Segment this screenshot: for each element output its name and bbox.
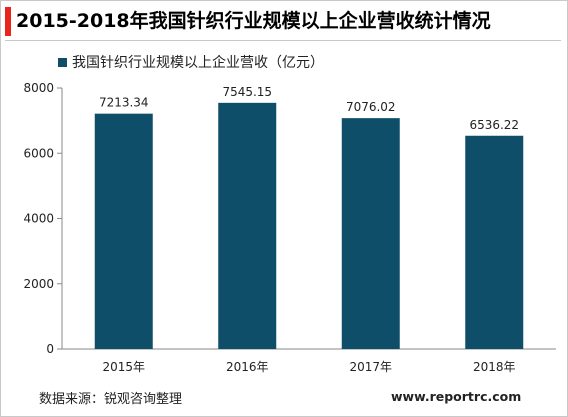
bar-value-label: 7076.02 [346,100,396,114]
data-source-note: 数据来源：锐观咨询整理 [39,392,183,407]
bar [341,118,400,350]
title-divider [5,40,561,41]
y-tick-label: 4000 [23,212,54,226]
chart-title: 2015-2018年我国针织行业规模以上企业营收统计情况 [16,10,491,32]
bar [465,135,524,349]
x-tick-label: 2016年 [226,360,269,374]
title-accent-bar [5,7,11,36]
y-tick-label: 6000 [23,146,54,160]
website-url: www.reportrc.com [391,389,522,404]
y-tick-label: 0 [46,342,54,356]
x-tick-label: 2017年 [349,360,392,374]
x-tick-label: 2015年 [102,360,145,374]
legend-label: 我国针织行业规模以上企业营收（亿元） [72,55,324,71]
bar [94,113,153,349]
bar-value-label: 6536.22 [469,118,519,132]
bar-value-label: 7545.15 [222,85,272,99]
bar-value-label: 7213.34 [99,96,149,110]
legend-swatch [58,57,67,67]
legend: 我国针织行业规模以上企业营收（亿元） [58,52,324,72]
x-tick-label: 2018年 [473,360,516,374]
y-tick-label: 8000 [23,81,54,95]
y-tick-label: 2000 [23,277,54,291]
bar [218,102,277,349]
